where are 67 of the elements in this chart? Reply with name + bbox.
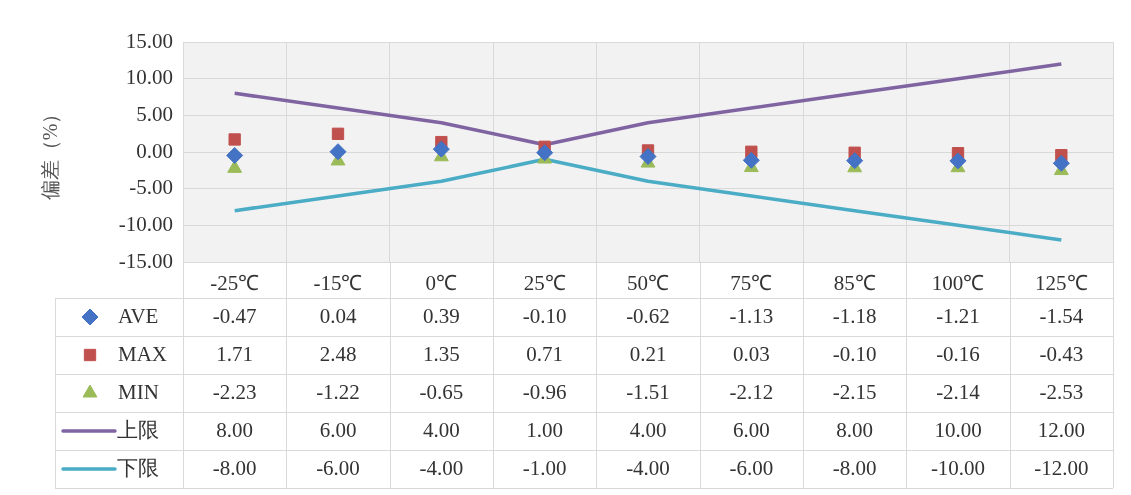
data-label: -1.54 <box>1039 303 1084 328</box>
data-label: -1.18 <box>832 303 877 328</box>
legend-label: MAX <box>118 341 168 366</box>
data-label: -2.15 <box>832 379 877 404</box>
data-label: -2.23 <box>212 379 257 404</box>
x-tick-label: 0℃ <box>425 271 458 296</box>
y-tick-label: -10.00 <box>118 211 173 236</box>
y-tick-label: 10.00 <box>125 65 173 90</box>
y-axis-title: 偏差（%） <box>39 103 62 201</box>
data-label: -0.16 <box>936 341 980 366</box>
data-label: 0.39 <box>422 303 460 328</box>
x-tick-label: 75℃ <box>730 271 773 296</box>
data-label: 12.00 <box>1037 417 1085 442</box>
data-label: 2.48 <box>319 341 357 366</box>
legend-label: MIN <box>118 379 159 404</box>
data-label: 0.03 <box>732 341 770 366</box>
y-tick-label: -15.00 <box>118 248 173 273</box>
data-label: 0.71 <box>526 341 564 366</box>
data-label: -1.51 <box>626 379 670 404</box>
data-label: 1.35 <box>422 341 460 366</box>
data-label: 4.00 <box>629 417 667 442</box>
data-label: -1.13 <box>729 303 774 328</box>
data-label: 1.00 <box>526 417 564 442</box>
y-tick-label: -5.00 <box>129 175 173 200</box>
data-label: -0.96 <box>522 379 567 404</box>
data-label: -4.00 <box>626 455 670 480</box>
x-tick-label: -15℃ <box>313 271 363 296</box>
data-label: -0.65 <box>419 379 464 404</box>
data-label: 0.04 <box>319 303 357 328</box>
x-tick-label: 100℃ <box>931 271 985 296</box>
data-label: -0.62 <box>626 303 670 328</box>
data-label: 1.71 <box>216 341 254 366</box>
y-tick-label: 0.00 <box>136 138 173 163</box>
data-label: -1.00 <box>522 455 567 480</box>
data-label: -12.00 <box>1034 455 1089 480</box>
x-tick-label: 50℃ <box>627 271 669 296</box>
data-label: -4.00 <box>419 455 464 480</box>
data-label: -8.00 <box>212 455 257 480</box>
x-tick-label: 125℃ <box>1035 271 1088 296</box>
x-tick-label: 25℃ <box>523 271 566 296</box>
legend-label: AVE <box>118 303 159 328</box>
data-label: -1.22 <box>316 379 360 404</box>
data-label: -2.53 <box>1039 379 1084 404</box>
data-label: -2.14 <box>936 379 981 404</box>
y-tick-label: 5.00 <box>136 101 173 126</box>
y-tick-label: 15.00 <box>125 28 173 53</box>
data-label: 10.00 <box>934 417 982 442</box>
data-label: 8.00 <box>216 417 254 442</box>
data-label: -0.10 <box>522 303 567 328</box>
data-label: 6.00 <box>732 417 770 442</box>
data-label: -0.43 <box>1039 341 1084 366</box>
legend-label: 上限 <box>117 417 159 442</box>
data-label: -6.00 <box>316 455 360 480</box>
x-tick-label: -25℃ <box>210 271 260 296</box>
data-label: -8.00 <box>832 455 877 480</box>
data-label: -0.10 <box>832 341 877 366</box>
data-label: 6.00 <box>319 417 357 442</box>
data-label: -2.12 <box>729 379 774 404</box>
data-label: -10.00 <box>930 455 986 480</box>
data-label: 4.00 <box>422 417 460 442</box>
x-tick-label: 85℃ <box>833 271 876 296</box>
data-label: -0.47 <box>212 303 257 328</box>
data-label: -6.00 <box>729 455 774 480</box>
data-label: -1.21 <box>936 303 980 328</box>
data-label: 0.21 <box>629 341 667 366</box>
legend-label: 下限 <box>117 455 159 480</box>
data-label: 8.00 <box>836 417 874 442</box>
